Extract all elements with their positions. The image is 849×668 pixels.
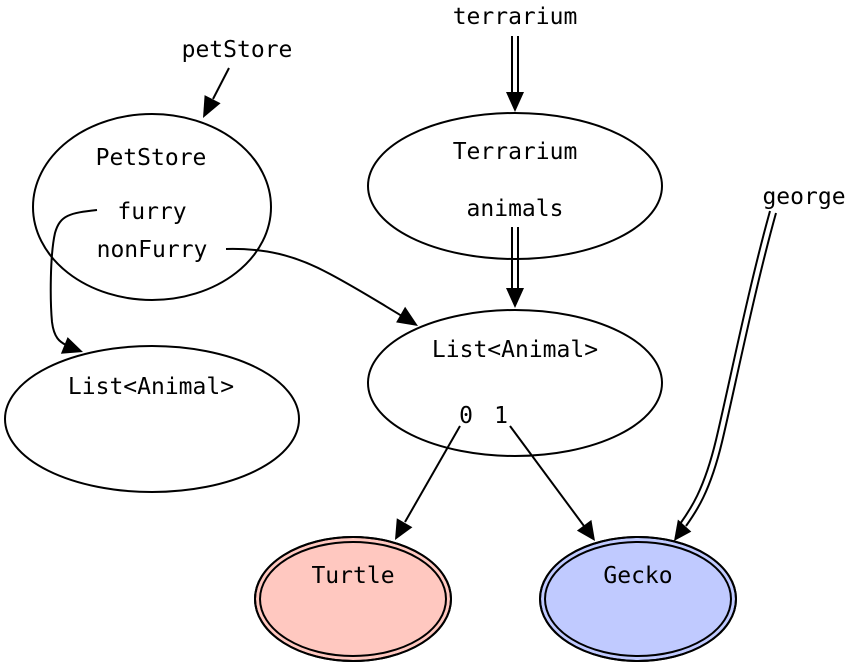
turtle-label: Turtle [311,563,394,589]
gecko-node-inner-ring [544,541,732,657]
nonfurry-field-label: nonFurry [97,237,208,263]
edge-index-1 [509,425,595,541]
list-animal-left-title: List<Animal> [68,374,234,400]
list-index-0-label: 0 [459,403,473,429]
edge-nonfurry-field [225,247,418,326]
edge-petstore-var [203,67,230,118]
edge-index-0 [395,425,461,540]
edge-furry-field [49,209,98,354]
edge-terrarium-var [506,36,524,112]
petstore-node [32,113,272,301]
petstore-variable-label: petStore [182,37,293,63]
gecko-label: Gecko [603,563,672,589]
terrarium-variable-label: terrarium [453,4,578,30]
list-animal-right-title: List<Animal> [432,337,598,363]
animals-field-label: animals [467,196,564,222]
edge-george-var [674,210,777,541]
gecko-node-outer-ring [539,536,737,662]
turtle-node-inner-ring [259,541,447,657]
george-variable-label: george [762,184,845,210]
list-animal-left-node [4,345,300,493]
petstore-title: PetStore [96,145,207,171]
gecko-node [539,536,737,662]
terrarium-title: Terrarium [453,139,578,165]
turtle-node [254,536,452,662]
list-index-1-label: 1 [494,403,508,429]
furry-field-label: furry [117,199,186,225]
list-animal-right-node [367,309,663,457]
terrarium-node [367,112,663,260]
turtle-node-outer-ring [254,536,452,662]
edge-animals-field [506,227,524,308]
